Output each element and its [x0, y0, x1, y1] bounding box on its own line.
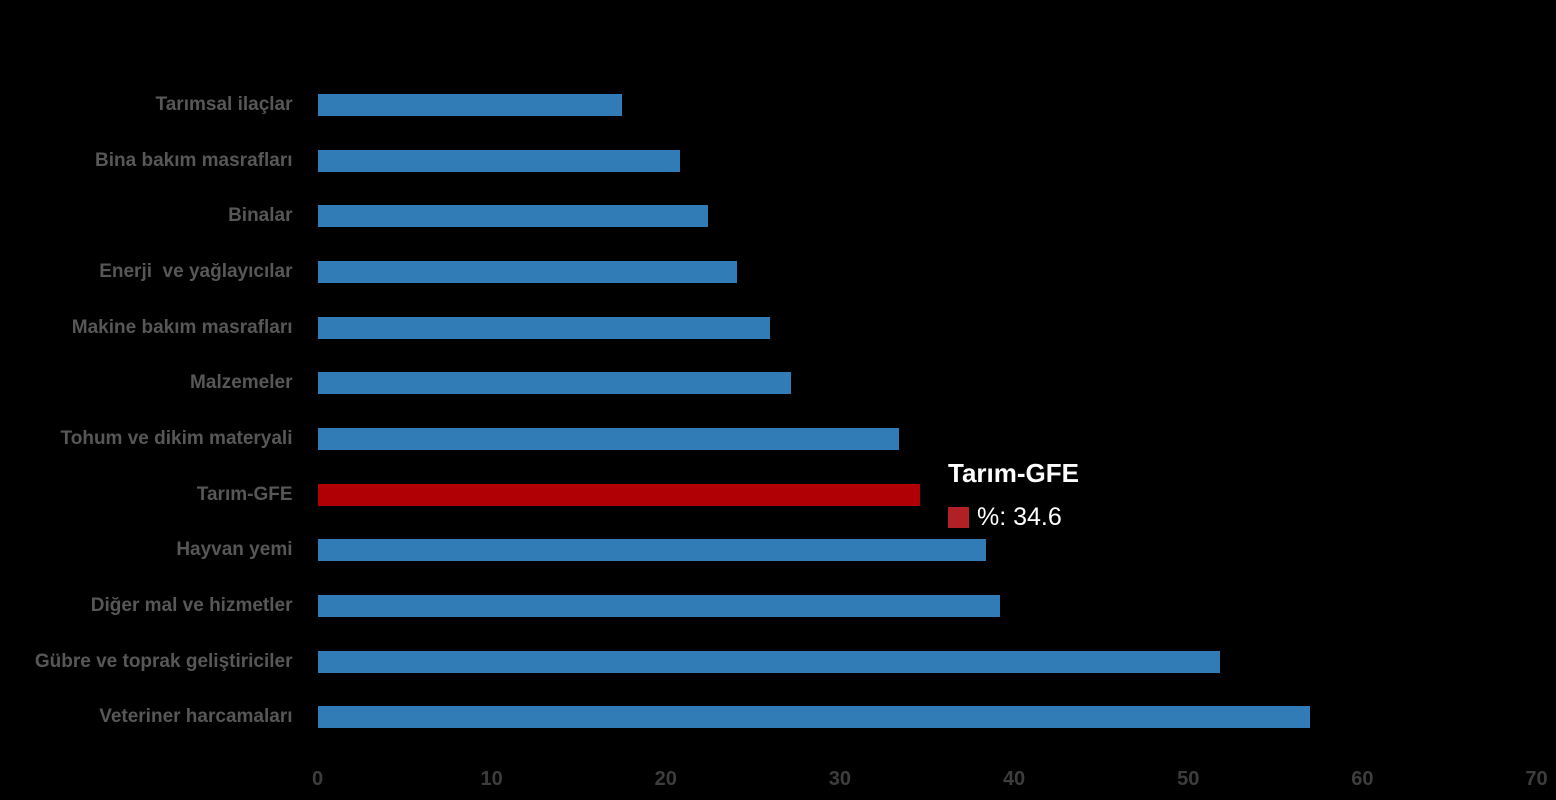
- bar[interactable]: [317, 650, 1220, 673]
- bar-row: Diğer mal ve hizmetler: [0, 578, 1556, 634]
- x-tick-label: 60: [1351, 768, 1374, 790]
- tooltip-title: Tarım-GFE: [948, 458, 1079, 488]
- tooltip-value: %: 34.6: [977, 503, 1062, 531]
- category-label: Binalar: [228, 205, 293, 227]
- x-axis: 0 10 20 30 40 50 60 70: [0, 766, 1556, 796]
- x-tick-label: 10: [480, 768, 503, 790]
- bar-row: Hayvan yemi: [0, 523, 1556, 579]
- bar[interactable]: [317, 149, 680, 172]
- category-label: Gübre ve toprak geliştiriciler: [34, 650, 293, 672]
- bar[interactable]: [317, 706, 1311, 729]
- x-tick-label: 40: [1002, 768, 1026, 790]
- x-tick-label: 30: [828, 768, 852, 790]
- tooltip: Tarım-GFE %: 34.6: [948, 459, 1079, 530]
- category-label: Tohum ve dikim materyali: [60, 427, 293, 449]
- bar-row: Veteriner harcamaları: [0, 690, 1556, 746]
- bar[interactable]: [317, 427, 900, 450]
- x-tick-label: 20: [654, 768, 677, 790]
- category-label: Diğer mal ve hizmetler: [90, 595, 293, 617]
- bar-row: Tarımsal ilaçlar: [0, 77, 1556, 133]
- bar-row: Enerji ve yağlayıcılar: [0, 244, 1556, 300]
- bar[interactable]: [317, 205, 708, 228]
- bar[interactable]: [317, 316, 771, 339]
- category-label: Malzemeler: [190, 372, 293, 394]
- bar[interactable]: [317, 260, 738, 283]
- category-label: Tarım-GFE: [196, 483, 293, 505]
- highlighted-bar[interactable]: [317, 483, 921, 506]
- bar-row: Makine bakım masrafları: [0, 300, 1556, 356]
- bar[interactable]: [317, 372, 792, 395]
- x-tick-label: 70: [1525, 768, 1548, 790]
- category-label: Hayvan yemi: [176, 539, 293, 561]
- bar-row: Bina bakım masrafları: [0, 133, 1556, 189]
- bar-row: Malzemeler: [0, 355, 1556, 411]
- bar-rows: Tarımsal ilaçlar Bina bakım masrafları Bin…: [0, 77, 1556, 745]
- bar[interactable]: [317, 595, 1001, 618]
- category-label: Bina bakım masrafları: [95, 149, 293, 171]
- bar-row: Gübre ve toprak geliştiriciler: [0, 634, 1556, 690]
- x-tick-label: 50: [1177, 768, 1200, 790]
- category-label: Makine bakım masrafları: [71, 316, 293, 338]
- category-label: Enerji ve yağlayıcılar: [99, 260, 293, 282]
- bar-row: Tohum ve dikim materyali: [0, 411, 1556, 467]
- category-label: Veteriner harcamaları: [99, 706, 293, 728]
- tooltip-row: %: 34.6: [948, 504, 1079, 530]
- bar[interactable]: [317, 539, 987, 562]
- category-label: Tarımsal ilaçlar: [155, 93, 293, 115]
- bar-row: Tarım-GFE: [0, 467, 1556, 523]
- bar-row: Binalar: [0, 188, 1556, 244]
- x-tick-label: 0: [311, 768, 324, 790]
- tooltip-swatch: [948, 506, 969, 528]
- bar[interactable]: [317, 93, 623, 116]
